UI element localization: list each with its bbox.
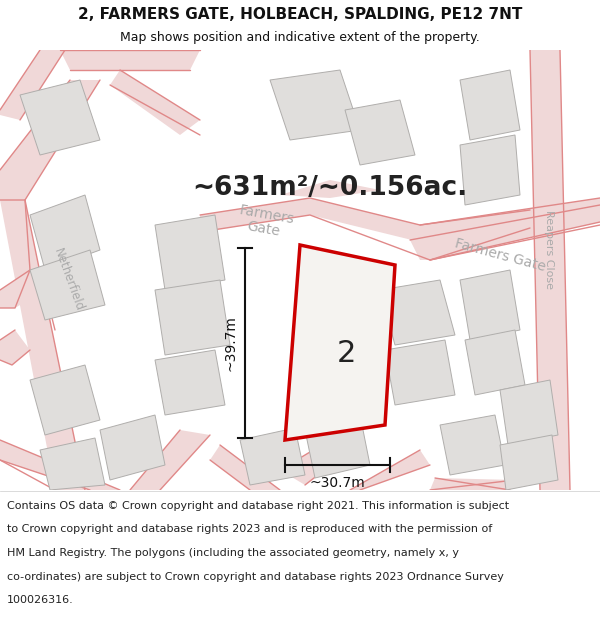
Polygon shape <box>130 430 210 490</box>
Text: ~39.7m: ~39.7m <box>224 315 238 371</box>
Polygon shape <box>280 180 380 198</box>
Polygon shape <box>460 270 520 340</box>
Polygon shape <box>285 245 395 440</box>
Polygon shape <box>500 435 558 490</box>
Polygon shape <box>460 135 520 205</box>
Text: ~30.7m: ~30.7m <box>310 476 365 490</box>
Polygon shape <box>100 415 165 480</box>
Text: Reapers Close: Reapers Close <box>544 211 554 289</box>
Text: ~631m²/~0.156ac.: ~631m²/~0.156ac. <box>193 175 467 201</box>
Polygon shape <box>0 200 85 490</box>
Polygon shape <box>155 350 225 415</box>
Text: Contains OS data © Crown copyright and database right 2021. This information is : Contains OS data © Crown copyright and d… <box>7 501 509 511</box>
Polygon shape <box>270 70 360 140</box>
Text: Farmers
Gate: Farmers Gate <box>235 203 295 241</box>
Polygon shape <box>280 440 350 485</box>
Text: Map shows position and indicative extent of the property.: Map shows position and indicative extent… <box>120 31 480 44</box>
Polygon shape <box>30 250 105 320</box>
Polygon shape <box>60 50 200 70</box>
Polygon shape <box>30 195 100 270</box>
Polygon shape <box>40 438 105 490</box>
Text: co-ordinates) are subject to Crown copyright and database rights 2023 Ordnance S: co-ordinates) are subject to Crown copyr… <box>7 572 504 582</box>
Polygon shape <box>210 445 280 490</box>
Polygon shape <box>0 50 65 120</box>
Text: Netherfield: Netherfield <box>50 247 85 313</box>
Text: Farmers Gate: Farmers Gate <box>453 236 547 274</box>
Polygon shape <box>30 365 100 435</box>
Polygon shape <box>0 270 45 308</box>
Polygon shape <box>430 478 515 490</box>
Text: to Crown copyright and database rights 2023 and is reproduced with the permissio: to Crown copyright and database rights 2… <box>7 524 493 534</box>
Polygon shape <box>155 215 225 290</box>
Polygon shape <box>350 450 430 490</box>
Polygon shape <box>240 428 305 485</box>
Polygon shape <box>385 340 455 405</box>
Polygon shape <box>380 280 455 345</box>
Polygon shape <box>110 70 200 135</box>
Polygon shape <box>0 330 30 365</box>
Polygon shape <box>465 330 525 395</box>
Text: 100026316.: 100026316. <box>7 595 74 605</box>
Polygon shape <box>345 100 415 165</box>
Polygon shape <box>440 415 505 475</box>
Polygon shape <box>305 415 370 478</box>
Polygon shape <box>460 70 520 140</box>
Polygon shape <box>20 80 100 155</box>
Text: HM Land Registry. The polygons (including the associated geometry, namely x, y: HM Land Registry. The polygons (includin… <box>7 548 459 558</box>
Polygon shape <box>200 198 600 242</box>
Text: 2, FARMERS GATE, HOLBEACH, SPALDING, PE12 7NT: 2, FARMERS GATE, HOLBEACH, SPALDING, PE1… <box>78 6 522 21</box>
Polygon shape <box>0 80 100 200</box>
Polygon shape <box>155 280 230 355</box>
Polygon shape <box>530 50 570 490</box>
Polygon shape <box>500 380 558 445</box>
Polygon shape <box>0 440 120 490</box>
Polygon shape <box>410 205 600 260</box>
Text: 2: 2 <box>337 339 356 368</box>
